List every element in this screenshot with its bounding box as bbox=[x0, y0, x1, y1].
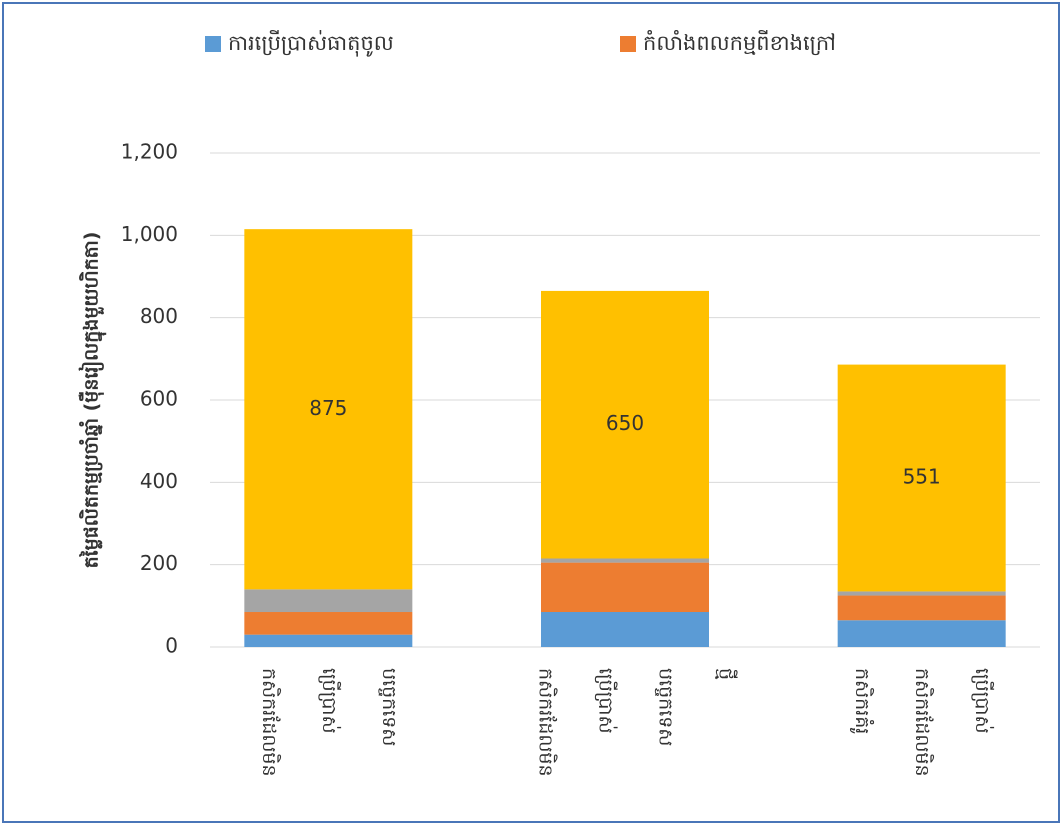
legend-label: ការប្រើប្រាស់ធាតុចូល bbox=[228, 30, 394, 57]
legend-swatch bbox=[620, 36, 636, 52]
y-axis-label: តម្លៃផលិតកម្មប្រចាំឆ្នាំ (ម៉ឺនរៀលក្នុងមួ… bbox=[79, 232, 107, 569]
x-tick-label: ប្រើប្រាស់ bbox=[595, 668, 619, 734]
bar-segment bbox=[541, 612, 709, 647]
data-label: 551 bbox=[903, 465, 941, 489]
bar-segment bbox=[541, 558, 709, 563]
y-tick-label: 800 bbox=[140, 304, 178, 328]
y-tick-label: 0 bbox=[165, 634, 178, 658]
x-tick-label: កសិករដែលមិន bbox=[258, 668, 282, 777]
bar-segment bbox=[244, 589, 413, 613]
bar-segment bbox=[244, 634, 413, 647]
bar-segment bbox=[837, 591, 1006, 596]
bar-segment bbox=[244, 229, 413, 590]
bar-segment bbox=[541, 562, 709, 613]
x-tick-label: កសិករដែលមិន bbox=[535, 668, 559, 777]
bar-segment bbox=[244, 612, 413, 635]
data-label: 875 bbox=[309, 396, 347, 420]
y-tick-label: 400 bbox=[140, 469, 178, 493]
bar-segment bbox=[837, 595, 1006, 621]
x-tick-label: កសិករដែលមិន bbox=[911, 668, 935, 777]
x-tick-label: កសិករគំរូ bbox=[849, 668, 875, 734]
legend-label: កំលាំងពលកម្មពីខាងក្រៅ bbox=[643, 30, 836, 56]
x-tick-label: ថ្មី bbox=[715, 668, 739, 680]
x-tick-label: ប្រើប្រាស់ bbox=[318, 668, 342, 734]
x-tick-label: បច្ចេកទេស bbox=[378, 668, 400, 746]
y-tick-label: 1,200 bbox=[121, 140, 178, 164]
y-tick-label: 1,000 bbox=[121, 222, 178, 246]
bar-segment bbox=[541, 290, 709, 559]
bar-segment bbox=[837, 364, 1006, 592]
bar-segment bbox=[837, 620, 1006, 647]
x-tick-label: បច្ចេកទេស bbox=[655, 668, 677, 746]
y-tick-label: 600 bbox=[140, 387, 178, 411]
x-tick-label: ប្រើប្រាស់ bbox=[971, 668, 995, 734]
y-tick-label: 200 bbox=[140, 551, 178, 575]
data-label: 650 bbox=[606, 411, 644, 435]
legend-swatch bbox=[205, 36, 221, 52]
